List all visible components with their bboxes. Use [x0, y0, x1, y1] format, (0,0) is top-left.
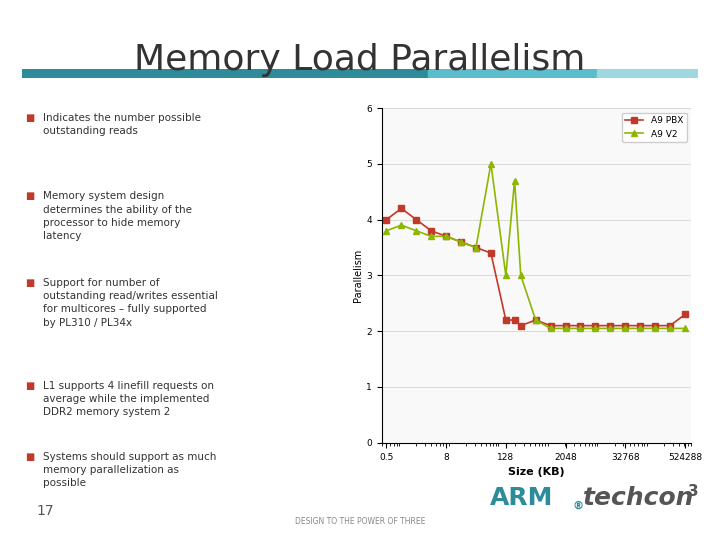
A9 V2 [397, 222, 405, 228]
Text: ARM: ARM [490, 487, 553, 510]
Text: ■: ■ [25, 112, 35, 123]
A9 V2 [456, 239, 465, 245]
A9 V2 [502, 272, 510, 279]
A9 V2 [442, 233, 451, 240]
A9 V2 [531, 317, 540, 323]
Line: A9 PBX: A9 PBX [384, 206, 688, 328]
Text: ■: ■ [25, 191, 35, 201]
A9 V2 [516, 272, 525, 279]
A9 PBX [382, 217, 391, 223]
A9 V2 [382, 227, 391, 234]
A9 V2 [510, 177, 519, 184]
A9 PBX [472, 244, 480, 251]
Text: techcon: techcon [583, 487, 695, 510]
Text: DESIGN TO THE POWER OF THREE: DESIGN TO THE POWER OF THREE [294, 517, 426, 526]
A9 V2 [412, 227, 420, 234]
A9 PBX [636, 322, 644, 329]
A9 V2 [427, 233, 436, 240]
A9 PBX [680, 311, 689, 318]
A9 PBX [651, 322, 660, 329]
A9 PBX [606, 322, 615, 329]
A9 V2 [606, 325, 615, 332]
A9 V2 [576, 325, 585, 332]
A9 V2 [546, 325, 555, 332]
Text: Memory system design
determines the ability of the
processor to hide memory
late: Memory system design determines the abil… [43, 191, 192, 241]
A9 PBX [397, 205, 405, 212]
A9 V2 [561, 325, 570, 332]
X-axis label: Size (KB): Size (KB) [508, 467, 564, 477]
A9 PBX [456, 239, 465, 245]
A9 PBX [442, 233, 451, 240]
A9 V2 [487, 160, 495, 167]
Y-axis label: Parallelism: Parallelism [354, 249, 364, 302]
A9 PBX [487, 250, 495, 256]
Text: 3: 3 [688, 484, 698, 500]
Text: L1 supports 4 linefill requests on
average while the implemented
DDR2 memory sys: L1 supports 4 linefill requests on avera… [43, 381, 215, 417]
Text: ■: ■ [25, 278, 35, 288]
Bar [428, 69, 597, 78]
A9 PBX [516, 322, 525, 329]
Line: A9 V2: A9 V2 [384, 161, 688, 331]
A9 PBX [412, 217, 420, 223]
A9 PBX [502, 317, 510, 323]
A9 V2 [651, 325, 660, 332]
Text: ■: ■ [25, 381, 35, 390]
A9 V2 [666, 325, 675, 332]
Bar [597, 69, 698, 78]
A9 V2 [680, 325, 689, 332]
Text: Systems should support as much
memory parallelization as
possible: Systems should support as much memory pa… [43, 451, 217, 488]
A9 PBX [621, 322, 629, 329]
A9 PBX [576, 322, 585, 329]
Text: ®: ® [572, 500, 583, 510]
Text: Memory Load Parallelism: Memory Load Parallelism [135, 43, 585, 77]
A9 PBX [510, 317, 519, 323]
Text: Support for number of
outstanding read/writes essential
for multicores – fully s: Support for number of outstanding read/w… [43, 278, 218, 328]
Text: Indicates the number possible
outstanding reads: Indicates the number possible outstandin… [43, 112, 201, 136]
Text: 17: 17 [36, 504, 53, 518]
A9 PBX [591, 322, 600, 329]
A9 V2 [636, 325, 644, 332]
A9 PBX [531, 317, 540, 323]
Bar [22, 69, 428, 78]
A9 V2 [591, 325, 600, 332]
A9 V2 [472, 244, 480, 251]
A9 PBX [427, 227, 436, 234]
A9 PBX [546, 322, 555, 329]
A9 V2 [621, 325, 629, 332]
Text: ■: ■ [25, 451, 35, 462]
A9 PBX [561, 322, 570, 329]
Legend: A9 PBX, A9 V2: A9 PBX, A9 V2 [622, 112, 687, 142]
A9 PBX [666, 322, 675, 329]
